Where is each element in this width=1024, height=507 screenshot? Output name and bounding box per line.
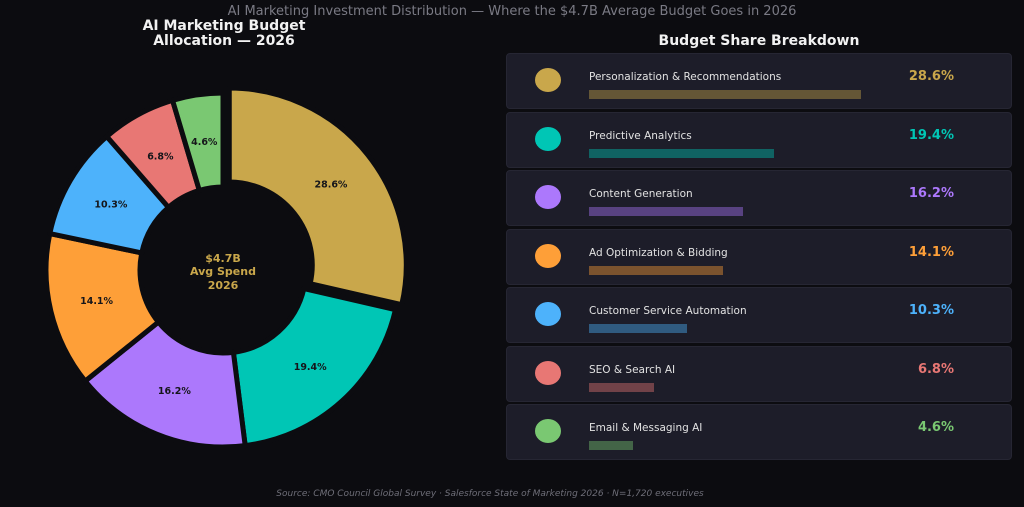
legend-dot [535, 185, 561, 209]
legend-dot [535, 126, 561, 151]
legend-dot [535, 302, 561, 326]
figure-title: AI Marketing Investment Distribution — W… [227, 4, 797, 19]
share-bar [589, 90, 861, 99]
share-bar [589, 148, 774, 158]
slice-value-label: 14.1% [80, 296, 113, 307]
category-label: Content Generation [589, 188, 693, 200]
donut-slice [170, 90, 226, 193]
share-percent: 6.8% [917, 361, 954, 377]
category-label: Email & Messaging AI [589, 422, 703, 434]
slice-value-label: 10.3% [94, 200, 127, 211]
category-label: Ad Optimization & Bidding [589, 246, 728, 259]
legend-dot [535, 243, 561, 268]
breakdown-row: Customer Service Automation 10.3% [506, 287, 1012, 343]
donut-slice [43, 231, 161, 384]
donut-slice [230, 286, 398, 449]
share-percent: 28.6% [908, 69, 954, 84]
breakdown-row: SEO & Search AI 6.8% [506, 345, 1012, 402]
share-bar [589, 441, 633, 450]
share-bar [589, 265, 724, 275]
share-percent: 19.4% [908, 127, 954, 143]
share-percent: 16.2% [908, 186, 954, 201]
slice-value-label: 4.6% [191, 137, 218, 148]
breakdown-row: Ad Optimization & Bidding 14.1% [506, 228, 1012, 285]
category-label: Customer Service Automation [589, 305, 747, 317]
center-label-text: Avg Spend [190, 265, 256, 278]
center-label-year: 2026 [208, 279, 239, 292]
center-label-amount: $4.7B [205, 252, 241, 265]
slice-value-label: 16.2% [158, 386, 191, 397]
donut-title-line1: AI Marketing Budget [142, 18, 306, 34]
share-bar [589, 382, 654, 392]
share-percent: 10.3% [908, 303, 954, 318]
donut-title-line2: Allocation — 2026 [153, 33, 295, 49]
breakdown-row: Predictive Analytics 19.4% [506, 111, 1012, 168]
legend-dot [535, 68, 561, 92]
slice-value-label: 19.4% [294, 362, 327, 373]
category-label: Predictive Analytics [589, 129, 692, 142]
category-label: Personalization & Recommendations [589, 71, 782, 83]
breakdown-row: Email & Messaging AI 4.6% [506, 404, 1012, 460]
category-label: SEO & Search AI [589, 363, 676, 376]
share-bar [589, 324, 687, 333]
donut-title: AI Marketing Budget Allocation — 2026 [104, 19, 344, 49]
breakdown-row: Personalization & Recommendations 28.6% [506, 53, 1012, 109]
breakdown-list: Personalization & Recommendations 28.6% Pr… [506, 53, 1012, 463]
donut-slice [82, 319, 248, 450]
breakdown-row: Content Generation 16.2% [506, 170, 1012, 226]
donut-chart: 28.6%19.4%16.2%14.1%10.3%6.8%4.6% $4.7B … [43, 85, 409, 450]
share-percent: 14.1% [908, 244, 954, 260]
share-bar [589, 207, 744, 216]
legend-dot [535, 419, 561, 443]
source-note: Source: CMO Council Global Survey · Sale… [276, 489, 704, 499]
legend-dot [535, 360, 561, 385]
share-percent: 4.6% [917, 420, 954, 435]
donut-slice [226, 85, 409, 308]
breakdown-title: Budget Share Breakdown [658, 33, 860, 49]
slice-value-label: 6.8% [147, 152, 174, 163]
slice-value-label: 28.6% [314, 180, 347, 191]
